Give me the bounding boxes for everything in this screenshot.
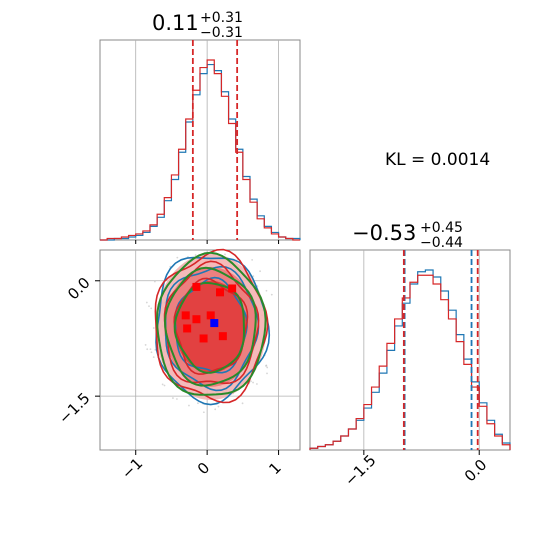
hist2-series-b — [309, 274, 511, 450]
scatter-sample-point — [194, 254, 197, 257]
scatter-sample-point — [256, 383, 258, 385]
scatter-sample-point — [150, 351, 153, 354]
param2-title-upper: +0.45 — [420, 220, 463, 236]
scatter-sample-point — [146, 348, 149, 351]
red-marker — [183, 324, 192, 333]
param2-title: −0.53 — [352, 221, 416, 245]
scatter-sample-point — [202, 411, 205, 414]
blue-marker — [210, 319, 219, 328]
y-tick-label: −1.5 — [55, 389, 93, 427]
scatter-sample-point — [153, 280, 156, 283]
scatter-sample-point — [149, 348, 152, 351]
red-marker — [192, 315, 201, 324]
axis-ticks: −1 0 1 −1.5 0.0 −1.5 0.0 — [55, 240, 490, 490]
scatter-sample-point — [144, 344, 147, 346]
red-marker — [192, 282, 201, 291]
scatter-sample-point — [270, 293, 273, 296]
scatter-sample-point — [145, 301, 148, 304]
scatter-sample-point — [163, 384, 166, 387]
scatter-sample-point — [265, 364, 268, 367]
scatter-sample-point — [148, 305, 150, 308]
scatter-sample-point — [241, 402, 244, 405]
panel-2d — [99, 249, 301, 451]
param1-title-upper: +0.31 — [200, 10, 243, 26]
scatter-sample-point — [188, 404, 190, 407]
scatter-sample-point — [252, 275, 255, 277]
scatter-sample-point — [172, 397, 174, 399]
scatter-sample-point — [176, 398, 178, 400]
scatter-sample-point — [265, 289, 268, 292]
scatter-sample-point — [250, 380, 252, 383]
contour-line-b — [154, 248, 269, 404]
scatter-sample-point — [176, 256, 179, 259]
red-marker — [216, 288, 224, 297]
kl-annotation: KL = 0.0014 — [385, 150, 490, 170]
x-tick-label: −1.5 — [341, 451, 379, 489]
scatter-sample-point — [217, 405, 220, 408]
scatter-sample-point — [252, 381, 254, 384]
hist2-plot — [309, 250, 511, 450]
scatter-sample-point — [259, 270, 261, 273]
scatter-sample-point — [266, 366, 269, 369]
red-marker — [218, 332, 227, 341]
hist1-plot — [100, 40, 301, 241]
scatter-sample-point — [161, 383, 164, 386]
hist1-series-a — [100, 63, 301, 241]
scatter-sample-point — [152, 356, 155, 359]
contour-line-c — [163, 266, 257, 387]
red-marker — [199, 334, 208, 343]
scatter-sample-point — [266, 372, 268, 375]
scatter-sample-point — [214, 408, 217, 411]
x-tick-label: −1 — [118, 454, 146, 482]
param1-title-lower: −0.31 — [200, 25, 243, 41]
scatter-sample-point — [197, 402, 199, 405]
hist1-series-b — [100, 59, 300, 241]
y-tick-label: 0.0 — [64, 274, 94, 304]
panel-hist1 — [99, 39, 301, 241]
red-marker — [206, 311, 215, 320]
scatter-sample-point — [251, 258, 254, 261]
contour-line-c — [155, 251, 267, 396]
scatter-sample-point — [150, 307, 153, 310]
x-tick-label: 0 — [194, 459, 213, 478]
param2-title-lower: −0.44 — [420, 235, 463, 251]
scatter-2d-plot — [100, 248, 300, 450]
x-tick-label: 1 — [265, 459, 284, 478]
scatter-sample-point — [154, 348, 157, 351]
scatter-sample-point — [152, 327, 155, 329]
param1-title: 0.11 — [152, 11, 199, 35]
red-marker — [228, 284, 237, 293]
panel-hist2 — [309, 249, 511, 451]
red-marker — [181, 311, 190, 320]
scatter-sample-point — [224, 253, 226, 256]
x-tick-label: 0.0 — [461, 456, 491, 486]
